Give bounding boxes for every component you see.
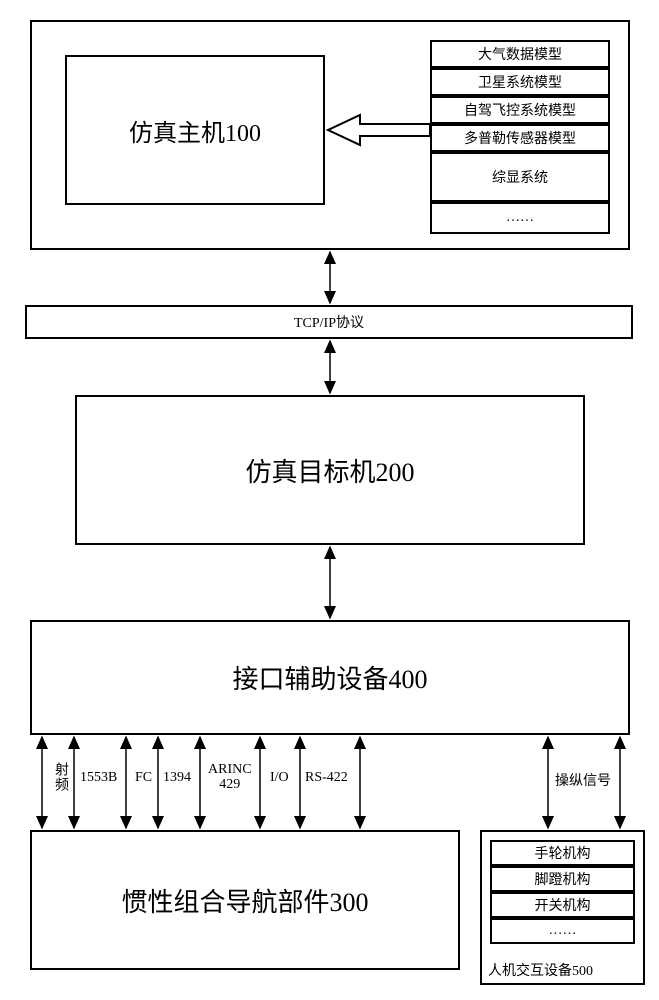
label-io: I/O xyxy=(270,770,289,786)
label-arinc-2: 429 xyxy=(219,777,240,792)
hmi-switch: 开关机构 xyxy=(490,892,635,918)
hmi-handwheel: 手轮机构 xyxy=(490,840,635,866)
model-autopilot: 自驾飞控系统模型 xyxy=(430,96,610,124)
model-more-label: …… xyxy=(506,210,534,226)
nav-label: 惯性组合导航部件300 xyxy=(121,882,368,919)
label-arinc-1: ARINC xyxy=(208,762,252,777)
hmi-switch-label: 开关机构 xyxy=(535,895,591,915)
tcpip-box: TCP/IP协议 xyxy=(25,305,633,339)
model-doppler-label: 多普勒传感器模型 xyxy=(464,128,576,148)
label-1553b: 1553B xyxy=(80,770,117,786)
model-autopilot-label: 自驾飞控系统模型 xyxy=(464,100,576,120)
sim-target-label: 仿真目标机200 xyxy=(245,452,414,489)
sim-target-box: 仿真目标机200 xyxy=(75,395,585,545)
label-rs422: RS-422 xyxy=(305,770,348,786)
tcpip-label: TCP/IP协议 xyxy=(294,312,364,332)
hmi-more: …… xyxy=(490,918,635,944)
model-atmos-label: 大气数据模型 xyxy=(478,44,562,64)
label-ctrl: 操纵信号 xyxy=(555,770,611,790)
hmi-pedal-label: 脚蹬机构 xyxy=(535,869,591,889)
sim-host-label: 仿真主机100 xyxy=(129,113,261,148)
label-rf: 射频 xyxy=(50,762,70,792)
label-fc: FC xyxy=(135,770,152,786)
model-display-label: 综显系统 xyxy=(492,167,548,187)
hmi-pedal: 脚蹬机构 xyxy=(490,866,635,892)
label-1394: 1394 xyxy=(163,770,191,786)
model-doppler: 多普勒传感器模型 xyxy=(430,124,610,152)
hmi-more-label: …… xyxy=(549,923,577,939)
nav-box: 惯性组合导航部件300 xyxy=(30,830,460,970)
hmi-handwheel-label: 手轮机构 xyxy=(535,843,591,863)
label-arinc: ARINC 429 xyxy=(208,762,252,793)
model-more: …… xyxy=(430,202,610,234)
sim-host-box: 仿真主机100 xyxy=(65,55,325,205)
model-sat: 卫星系统模型 xyxy=(430,68,610,96)
interface-box: 接口辅助设备400 xyxy=(30,620,630,735)
interface-label: 接口辅助设备400 xyxy=(232,659,427,696)
model-display: 综显系统 xyxy=(430,152,610,202)
hmi-caption: 人机交互设备500 xyxy=(488,960,593,980)
model-sat-label: 卫星系统模型 xyxy=(478,72,562,92)
model-atmos: 大气数据模型 xyxy=(430,40,610,68)
